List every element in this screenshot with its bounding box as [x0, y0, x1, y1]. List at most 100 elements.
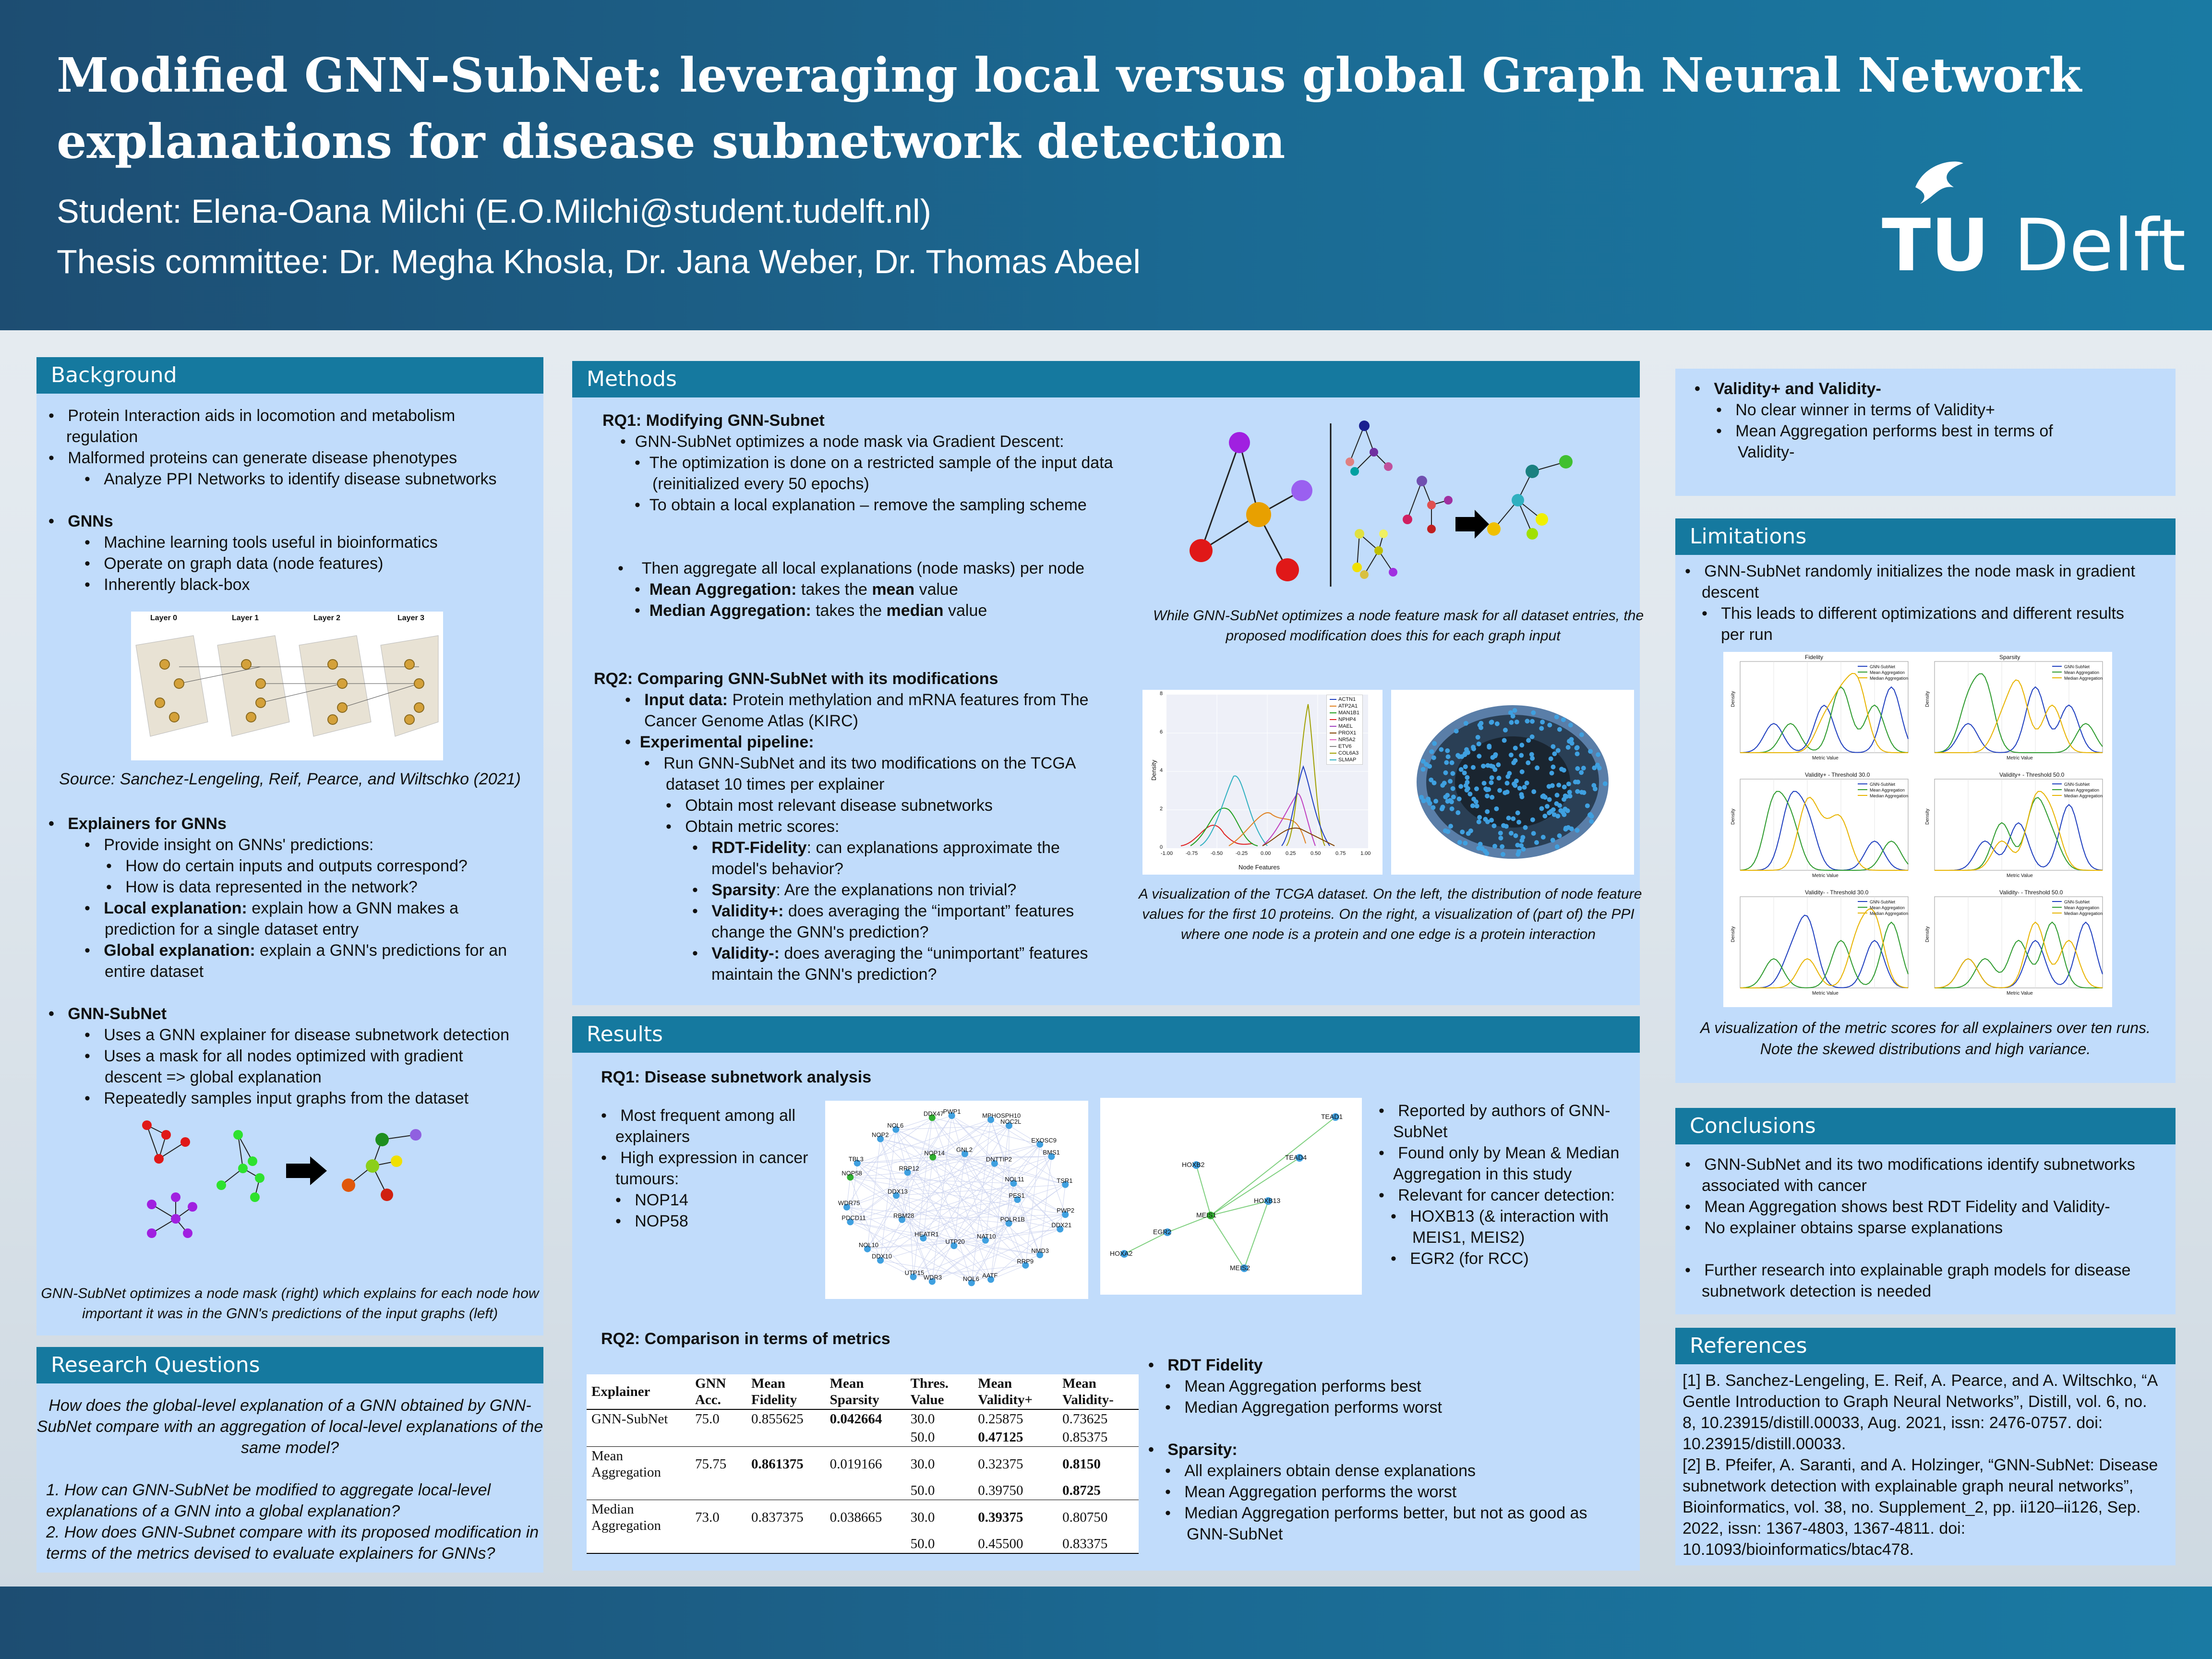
- table-header-cell: Mean Fidelity: [746, 1374, 825, 1410]
- conclusions-c3: • No explainer obtains sparse explanatio…: [1685, 1219, 2003, 1237]
- node-mask-caption-2: important it was in the GNN's prediction…: [82, 1306, 498, 1322]
- bg-bullet-2: • Malformed proteins can generate diseas…: [48, 449, 457, 467]
- gnn-layers-figure: Layer 0 Layer 1 Layer 2 Layer 3: [131, 612, 443, 760]
- methods-rq1-title: RQ1: Modifying GNN-Subnet: [602, 411, 825, 430]
- table-cell: 30.0: [910, 1411, 935, 1427]
- density-legend-entry: ETV6: [1330, 743, 1359, 750]
- ppi-node: [1529, 752, 1534, 757]
- ppi-node: [1602, 781, 1608, 786]
- results-r2: • Found only by Mean & Median: [1379, 1144, 1620, 1162]
- kde-xlabel: Metric Value: [2007, 873, 2033, 878]
- ppi-node: [1542, 813, 1548, 818]
- subnet1-label: UTP15: [905, 1269, 924, 1276]
- ppi-node: [1534, 840, 1539, 845]
- ppi-node: [1494, 721, 1500, 726]
- ppi-node: [1431, 755, 1436, 760]
- subnetwork-1-figure: PES1 PWP2 DDX21 POLR1B NMD3 RRP9 NAT10 AATF NOL6…: [825, 1101, 1088, 1299]
- subnet1-label: NAT10: [977, 1233, 996, 1240]
- validity-2: • Mean Aggregation performs best in term…: [1716, 422, 2053, 440]
- methods-r5-cont: change the GNN's prediction?: [711, 923, 929, 941]
- ppi-node: [1465, 775, 1470, 780]
- metrics-table: Explainer GNN Acc. Mean Fidelity Mean Spars…: [587, 1374, 1139, 1554]
- research-questions-heading: Research Questions: [36, 1347, 543, 1383]
- ppi-node: [1587, 812, 1593, 817]
- methods-r3-cont: model's behavior?: [711, 860, 843, 878]
- subnet1-node: [961, 1150, 968, 1157]
- table-cell: [746, 1428, 825, 1447]
- ppi-node: [1500, 844, 1505, 849]
- results-l1-cont: explainers: [615, 1128, 690, 1146]
- subnet1-node: [1057, 1226, 1064, 1233]
- results-r1: • Reported by authors of GNN-: [1379, 1102, 1611, 1120]
- ppi-node: [1508, 710, 1513, 715]
- ppi-node: [1513, 833, 1518, 838]
- ppi-node: [1445, 829, 1451, 834]
- limitations-l1-cont: descent: [1702, 583, 1759, 601]
- ppi-node: [1481, 781, 1487, 786]
- student-line: Student: Elena-Oana Milchi (E.O.Milchi@s…: [57, 192, 931, 230]
- limitations-l2-cont: per run: [1721, 625, 1773, 644]
- ref1-line2: Gentle Introduction to Graph Neural Netw…: [1683, 1393, 2147, 1411]
- ppi-node: [1530, 756, 1535, 761]
- methods-m1c: • To obtain a local explanation – remove…: [635, 496, 1087, 514]
- ppi-node: [1503, 727, 1508, 733]
- validity-1: • No clear winner in terms of Validity+: [1716, 401, 1995, 419]
- ppi-node: [1455, 753, 1461, 758]
- ppi-node: [1485, 793, 1490, 799]
- subnet1-label: TSR1: [1057, 1177, 1072, 1184]
- ppi-node: [1489, 817, 1494, 823]
- conclusions-c1-cont: associated with cancer: [1702, 1177, 1867, 1195]
- results-rq2-title: RQ2: Comparison in terms of metrics: [601, 1330, 890, 1348]
- ppi-node: [1484, 851, 1490, 856]
- table-header-cell: Mean Sparsity: [825, 1374, 906, 1410]
- kde-legend-entry: GNN-SubNet: [2064, 900, 2090, 904]
- density-legend-entry: MAN1B1: [1330, 709, 1359, 716]
- table-header-cell: Mean Validity+: [973, 1374, 1058, 1410]
- results-sp-2: • Mean Aggregation performs the worst: [1165, 1483, 1457, 1501]
- ppi-node: [1575, 766, 1580, 771]
- ppi-node: [1506, 816, 1511, 821]
- ppi-node: [1450, 786, 1455, 791]
- table-cell: 50.0: [910, 1483, 935, 1498]
- subnet2-label: EGR2: [1153, 1228, 1171, 1236]
- results-r3a-cont: MEIS1, MEIS2): [1412, 1228, 1525, 1247]
- ppi-node: [1424, 762, 1429, 767]
- explainers-bullet-1b: • How is data represented in the network…: [106, 878, 418, 896]
- conclusions-c1: • GNN-SubNet and its two modifications i…: [1685, 1155, 2135, 1174]
- ppi-node: [1575, 828, 1580, 833]
- ppi-node: [1597, 765, 1602, 770]
- ref1-line1: [1] B. Sanchez-Lengeling, E. Reif, A. Pe…: [1683, 1371, 2158, 1390]
- ppi-node: [1588, 749, 1593, 754]
- density-legend-entry: NR5A2: [1330, 736, 1359, 743]
- ppi-node: [1579, 790, 1584, 795]
- kde-legend-entry: GNN-SubNet: [1870, 900, 1896, 904]
- ppi-node: [1545, 804, 1550, 809]
- subnet2-label: MEIS1: [1196, 1211, 1216, 1219]
- rq1-line-2: explanations of a GNN into a global expl…: [46, 1502, 400, 1520]
- footer-banner: [0, 1587, 2212, 1659]
- bg-bullet-1-cont: regulation: [66, 428, 138, 446]
- methods-m1a: • The optimization is done on a restrict…: [635, 454, 1113, 472]
- kde-curve: [1740, 796, 1908, 871]
- ppi-node: [1525, 719, 1530, 724]
- ppi-node: [1455, 810, 1461, 815]
- rq-main-2: SubNet compare with an aggregation of lo…: [36, 1418, 543, 1436]
- density-ytick: 6: [1160, 729, 1163, 735]
- ppi-node: [1476, 819, 1481, 825]
- ppi-node: [1555, 748, 1561, 753]
- ppi-node: [1509, 830, 1514, 836]
- kde-legend-entry: GNN-SubNet: [2064, 664, 2090, 669]
- poster-title-line1: Modified GNN-SubNet: leveraging local ve…: [57, 48, 2082, 103]
- subnetwork-2-figure: TEAD1 HOXB2 TEAD4 HOXB13 MEIS1 EGR2 HOXA2 MEIS2: [1100, 1098, 1362, 1295]
- ppi-node: [1521, 847, 1526, 852]
- kde-curve: [1740, 908, 1909, 988]
- limitations-caption-1: A visualization of the metric scores for…: [1700, 1019, 2151, 1036]
- table-row: GNN-SubNet 75.0 0.855625 0.042664 30.0 0.2587…: [587, 1409, 1139, 1428]
- subnet1-node: [864, 1245, 871, 1252]
- ppi-node: [1592, 765, 1597, 770]
- ppi-node: [1551, 807, 1556, 812]
- table-cell: [825, 1481, 906, 1500]
- explainers-bullet-1a: • How do certain inputs and outputs corr…: [106, 857, 468, 875]
- results-r2-cont: Aggregation in this study: [1393, 1165, 1572, 1183]
- kde-legend-entry: Mean Aggregation: [1870, 670, 1905, 675]
